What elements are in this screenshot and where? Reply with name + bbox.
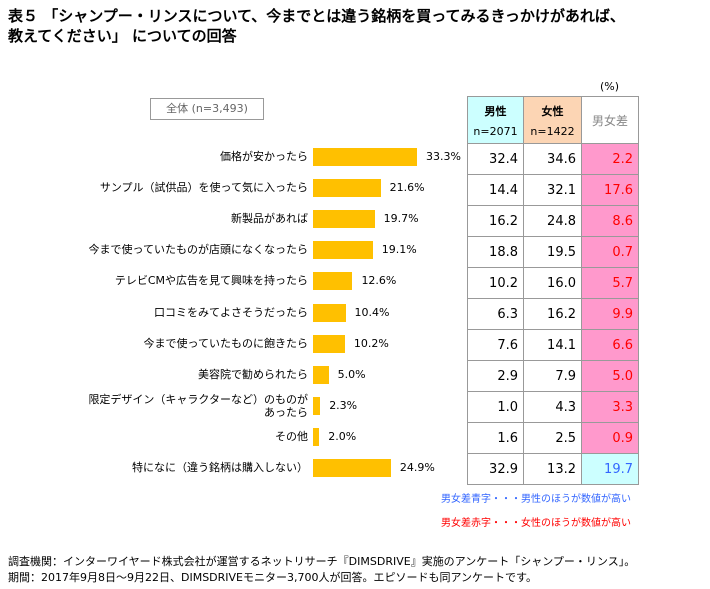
total-label: 全体 (n=3,493) [150,98,264,120]
diff-value: 0.9 [581,422,639,454]
gender-table: 男性 n=2071 女性 n=1422 男女差 32.4 34.6 2.2 14.4 32.… [467,96,639,485]
bar [313,459,391,477]
diff-header: 男女差 [581,96,639,144]
category-label: 特になに（違う銘柄は購入しない） [132,461,308,474]
female-value: 19.5 [523,236,582,268]
table-row: 6.3 16.2 9.9 [467,298,639,330]
male-header: 男性 n=2071 [467,96,524,144]
table-row: 18.8 19.5 0.7 [467,236,639,268]
value-label: 19.1% [381,243,417,257]
table-row: 32.9 13.2 19.7 [467,453,639,485]
table-row: 10.2 16.0 5.7 [467,267,639,299]
value-label: 21.6% [389,181,425,195]
table-row: 14.4 32.1 17.6 [467,174,639,206]
female-value: 13.2 [523,453,582,485]
category-label: サンプル（試供品）を使って気に入ったら [99,181,308,195]
category-label: 今まで使っていたものが店頭になくなったら [88,243,308,257]
bar [313,148,418,166]
bar [313,210,375,229]
value-label: 2.3% [329,398,358,412]
diff-value: 19.7 [581,453,639,485]
table-row: 2.9 7.9 5.0 [467,360,639,392]
note-red: 男女差赤字・・・女性のほうが数値が高い [441,518,631,529]
category-label: 口コミをみてよさそうだったら [154,305,308,319]
diff-value: 17.6 [581,174,639,206]
male-value: 32.9 [467,453,524,485]
male-value: 14.4 [467,174,524,206]
female-value: 16.0 [523,267,582,299]
bar [313,427,320,446]
bar [313,334,345,353]
bar [313,396,321,415]
male-value: 6.3 [467,298,524,330]
table-row: 16.2 24.8 8.6 [467,205,639,237]
value-label: 5.0% [337,367,366,381]
female-value: 4.3 [523,391,582,423]
title-line-2: 教えてください」 についての回答 [8,27,237,45]
diff-value: 5.7 [581,267,639,299]
female-value: 16.2 [523,298,582,330]
value-label: 33.3% [426,150,461,163]
footer-line-1: 調査機関：インターワイヤード株式会社が運営するネットリサーチ『DIMSDRIVE… [8,555,636,568]
diff-value: 2.2 [581,143,639,175]
footer-line-2: 期間：2017年9月8日～9月22日、DIMSDRIVEモニター3,700人が回… [8,571,537,584]
male-value: 10.2 [467,267,524,299]
female-header: 女性 n=1422 [523,96,582,144]
title-line-1: 表５ 「シャンプー・リンスについて、今までとは違う銘柄を買ってみるきっかけがあれ… [8,7,625,25]
male-value: 1.0 [467,391,524,423]
female-value: 34.6 [523,143,582,175]
diff-value: 6.6 [581,329,639,361]
category-label: 限定デザイン（キャラクターなど）のものが あったら [88,392,308,419]
value-label: 10.2% [353,336,389,350]
bar [313,241,373,260]
value-label: 10.4% [354,305,390,319]
diff-value: 5.0 [581,360,639,392]
male-value: 2.9 [467,360,524,392]
value-label: 19.7% [383,212,419,226]
diff-value: 8.6 [581,205,639,237]
unit-label: (%) [600,80,620,93]
table-row: 7.6 14.1 6.6 [467,329,639,361]
male-value: 18.8 [467,236,524,268]
female-value: 7.9 [523,360,582,392]
category-label: 新製品があれば [231,212,308,226]
diff-value: 0.7 [581,236,639,268]
female-value: 14.1 [523,329,582,361]
category-label: 今まで使っていたものに飽きたら [143,336,308,350]
female-value: 32.1 [523,174,582,206]
female-value: 24.8 [523,205,582,237]
female-value: 2.5 [523,422,582,454]
bar [313,365,329,384]
bar [313,303,346,322]
chart-title: 表５ 「シャンプー・リンスについて、今までとは違う銘柄を買ってみるきっかけがあれ… [8,6,708,46]
diff-value: 9.9 [581,298,639,330]
category-label: 美容院で勧められたら [198,367,308,381]
value-label: 12.6% [361,274,397,288]
diff-value: 3.3 [581,391,639,423]
bar [313,179,381,198]
category-label: 価格が安かったら [220,150,308,163]
table-row: 32.4 34.6 2.2 [467,143,639,175]
male-value: 16.2 [467,205,524,237]
male-value: 1.6 [467,422,524,454]
category-label: その他 [275,429,308,443]
male-value: 7.6 [467,329,524,361]
value-label: 2.0% [328,429,357,443]
value-label: 24.9% [399,461,435,474]
category-label: テレビCMや広告を見て興味を持ったら [114,274,308,288]
male-value: 32.4 [467,143,524,175]
bar [313,272,353,291]
note-blue: 男女差青字・・・男性のほうが数値が高い [441,494,631,505]
table-row: 1.0 4.3 3.3 [467,391,639,423]
table-row: 1.6 2.5 0.9 [467,422,639,454]
